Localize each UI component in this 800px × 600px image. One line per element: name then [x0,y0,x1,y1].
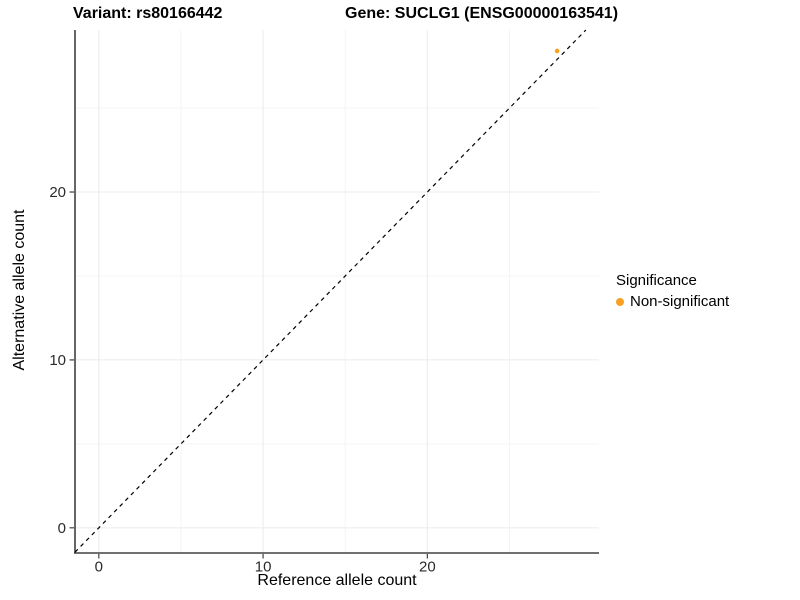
legend-key-point-icon [616,297,624,306]
axis-lines [74,30,599,554]
plot-title-variant: Variant: rs80166442 [73,5,223,22]
axis-tick-labels: 0 10 20 0 10 20 [49,184,435,575]
major-gridlines [75,30,599,553]
scatter-point [554,48,560,54]
legend: Significance Non-significant [616,272,729,310]
axis-tick-marks [69,191,428,559]
y-tick-label: 0 [58,520,66,537]
y-tick-label: 10 [49,352,66,369]
x-tick-label: 10 [255,559,272,576]
legend-item-non-significant: Non-significant [616,293,729,310]
plot-title-gene: Gene: SUCLG1 (ENSG00000163541) [345,5,619,22]
legend-title: Significance [616,272,697,289]
data-points [554,48,560,54]
x-tick-label: 0 [95,559,103,576]
minor-gridlines [75,30,599,553]
x-tick-label: 20 [419,559,436,576]
identity-reference-line [74,29,587,553]
x-axis-title: Reference allele count [257,572,417,589]
y-axis-title: Alternative allele count [11,209,28,371]
y-tick-label: 20 [49,184,66,201]
legend-item-label: Non-significant [630,293,730,310]
